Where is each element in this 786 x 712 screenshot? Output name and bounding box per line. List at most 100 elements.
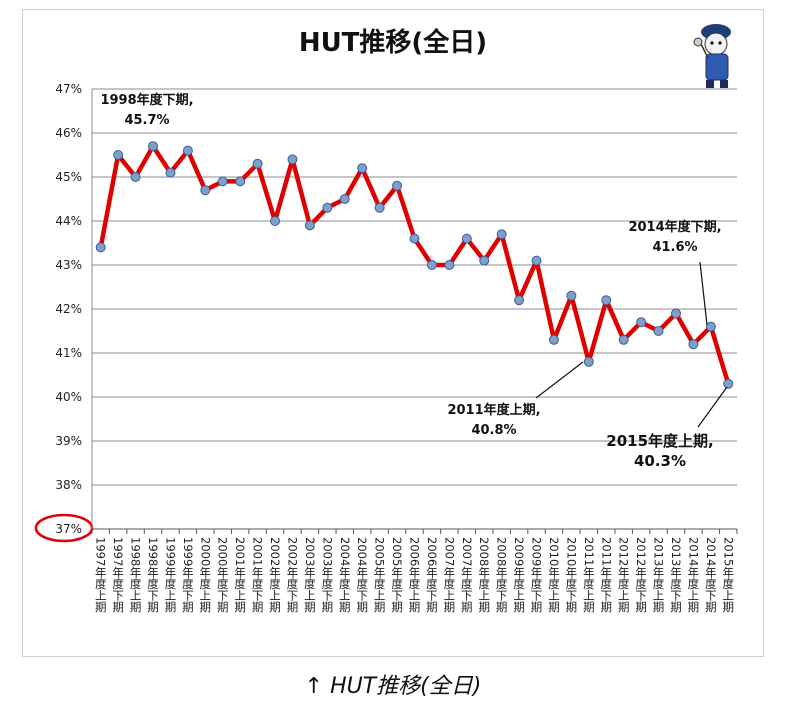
annotation-label: 2011年度上期, [447, 402, 540, 418]
data-point [723, 378, 734, 389]
data-point [409, 233, 420, 244]
data-point [705, 321, 716, 332]
data-point [357, 163, 368, 174]
x-tick-label: 2010年度下期 [564, 537, 578, 613]
data-point [392, 180, 403, 191]
y-tick-label: 42% [55, 302, 82, 316]
data-point [583, 356, 594, 367]
data-point [496, 229, 507, 240]
annotation-pointer [697, 386, 728, 428]
annotation-label: 40.8% [471, 423, 516, 438]
annotation-label: 2015年度上期, [606, 432, 713, 450]
y-tick-label: 41% [55, 346, 82, 360]
data-point [548, 334, 559, 345]
data-point [165, 167, 176, 178]
data-point [636, 317, 647, 328]
data-point [95, 242, 106, 253]
data-point [618, 334, 629, 345]
data-point [566, 290, 577, 301]
x-tick-label: 2013年度上期 [652, 537, 666, 613]
y-tick-label: 47% [55, 82, 82, 96]
x-tick-label: 2011年度上期 [582, 537, 596, 613]
y-tick-label: 37% [55, 522, 82, 536]
data-point [339, 194, 350, 204]
x-tick-label: 2012年度上期 [617, 537, 631, 613]
y-tick-label: 43% [55, 258, 82, 272]
y-tick-label: 40% [55, 390, 82, 404]
x-tick-label: 1997年度下期 [111, 537, 125, 613]
x-tick-label: 1998年度下期 [146, 537, 160, 613]
data-point [217, 176, 228, 187]
chart-caption: ↑ HUT推移(全日) [304, 674, 482, 699]
x-tick-label: 2009年度下期 [530, 537, 544, 613]
x-tick-label: 2007年度上期 [442, 537, 456, 613]
x-tick-label: 1997年度上期 [94, 537, 108, 613]
annotation-pointer [699, 261, 708, 326]
x-tick-label: 2005年度下期 [390, 537, 404, 613]
data-point [130, 172, 141, 182]
mascot-icon [693, 24, 731, 88]
x-tick-label: 2011年度下期 [599, 537, 613, 613]
data-point [252, 158, 263, 169]
x-tick-label: 2004年度上期 [338, 537, 352, 613]
data-point [322, 202, 333, 213]
data-point [270, 216, 281, 226]
x-tick-label: 2001年度上期 [233, 537, 247, 613]
x-tick-label: 2010年度上期 [547, 537, 561, 613]
x-tick-label: 2001年度下期 [251, 537, 265, 613]
data-point [531, 255, 542, 266]
x-tick-label: 1999年度下期 [181, 537, 195, 613]
data-point [113, 150, 124, 160]
x-tick-label: 1998年度上期 [129, 537, 143, 613]
x-tick-label: 2009年度上期 [512, 537, 526, 613]
data-point [374, 202, 385, 213]
x-tick-label: 2012年度下期 [634, 537, 648, 613]
x-tick-label: 2014年度下期 [704, 537, 718, 613]
data-point [461, 233, 472, 244]
data-point [426, 260, 437, 270]
data-point [148, 141, 159, 152]
data-point [200, 185, 211, 196]
x-tick-label: 1999年度上期 [163, 537, 177, 613]
y-tick-label: 38% [55, 478, 82, 492]
x-tick-label: 2014年度上期 [686, 537, 700, 613]
x-tick-label: 2013年度下期 [669, 537, 683, 613]
data-point [688, 339, 699, 350]
x-tick-label: 2002年度上期 [268, 537, 282, 613]
chart-title: HUT推移(全日) [298, 28, 488, 58]
data-point [444, 260, 455, 270]
y-tick-label: 46% [55, 126, 82, 140]
data-point [653, 326, 664, 336]
annotation-label: 1998年度下期, [100, 92, 193, 108]
x-tick-label: 2006年度下期 [425, 537, 439, 613]
data-point [670, 308, 681, 319]
y-tick-label: 39% [55, 434, 82, 448]
x-tick-label: 2006年度上期 [408, 537, 422, 613]
data-point [514, 295, 525, 306]
data-point [601, 295, 612, 306]
x-tick-label: 2002年度下期 [285, 537, 299, 613]
x-tick-label: 2000年度上期 [198, 537, 212, 613]
x-tick-label: 2004年度下期 [355, 537, 369, 613]
annotation-pointer [535, 361, 584, 399]
data-point [479, 255, 490, 266]
chart-frame [22, 9, 764, 657]
x-tick-label: 2003年度上期 [303, 537, 317, 613]
y-tick-label: 45% [55, 170, 82, 184]
data-point [287, 154, 298, 165]
x-tick-label: 2008年度上期 [477, 537, 491, 613]
x-tick-label: 2003年度下期 [320, 537, 334, 613]
x-tick-label: 2015年度上期 [721, 537, 735, 613]
x-tick-label: 2005年度上期 [373, 537, 387, 613]
x-tick-label: 2007年度下期 [460, 537, 474, 613]
x-tick-label: 2000年度下期 [216, 537, 230, 613]
annotation-label: 2014年度下期, [628, 219, 721, 235]
data-point [182, 145, 193, 156]
x-tick-label: 2008年度下期 [495, 537, 509, 613]
data-point [304, 220, 315, 231]
annotation-label: 45.7% [124, 113, 169, 128]
annotation-label: 41.6% [652, 240, 697, 255]
annotation-label: 40.3% [634, 452, 686, 470]
y-tick-label: 44% [55, 214, 82, 228]
